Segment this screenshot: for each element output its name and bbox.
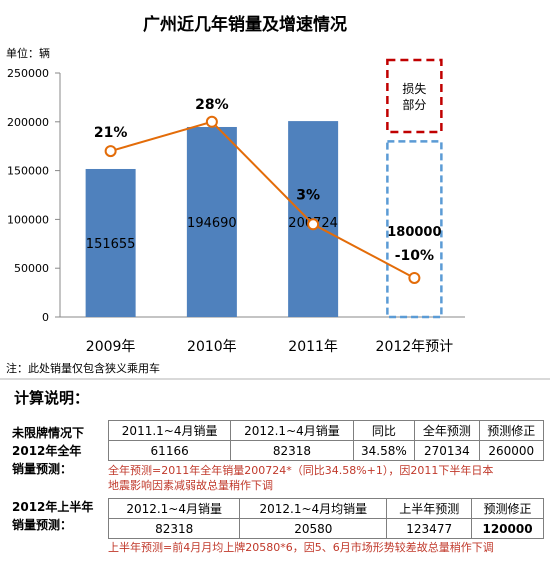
- bar-data-label: 194690: [187, 216, 237, 231]
- section1-table: 2011.1~4月销量 2012.1~4月销量 同比 全年预测 预测修正 611…: [107, 420, 545, 461]
- y-axis-unit-label: 单位：辆: [6, 46, 50, 60]
- bar-data-label: 151655: [86, 237, 136, 252]
- table-row: 2012.1~4月销量 2012.1~4月均销量 上半年预测 预测修正: [107, 498, 544, 519]
- x-tick-label: 2011年: [288, 339, 338, 355]
- y-tick-label: 100000: [7, 213, 49, 226]
- bar: [85, 168, 136, 317]
- y-tick-label: 150000: [7, 165, 49, 178]
- chart-title: 广州近几年销量及增速情况: [143, 14, 347, 35]
- section1-note: 全年预测=2011年全年销量200724*（同比34.58%+1），因2011下…: [108, 464, 494, 492]
- y-tick-label: 0: [42, 311, 49, 324]
- growth-line: [110, 120, 415, 279]
- y-tick-label: 250000: [7, 67, 49, 80]
- separator: [0, 378, 550, 380]
- growth-data-label: -10%: [395, 248, 434, 264]
- x-tick-label: 2012年预计: [376, 339, 454, 355]
- bar: [186, 126, 237, 317]
- x-tick-label: 2009年: [86, 339, 136, 355]
- table-row: 61166 82318 34.58% 270134 260000: [107, 440, 545, 461]
- bar-data-label: 180000: [387, 225, 441, 240]
- section2-table: 2012.1~4月销量 2012.1~4月均销量 上半年预测 预测修正 8231…: [107, 498, 544, 539]
- y-tick-label: 200000: [7, 116, 49, 129]
- table-row: 82318 20580 123477 120000: [107, 518, 544, 539]
- growth-data-label: 3%: [296, 187, 320, 203]
- growth-data-label: 21%: [94, 125, 128, 141]
- growth-data-label: 28%: [195, 97, 229, 113]
- section1-label: 未限牌情况下 2012年全年 销量预测：: [12, 426, 85, 476]
- x-tick-label: 2010年: [187, 339, 237, 355]
- forecast-bar: [386, 140, 443, 319]
- loss-box: [386, 58, 443, 134]
- loss-box-label: 损失: [402, 81, 426, 96]
- growth-point: [104, 145, 117, 158]
- table-row: 2011.1~4月销量 2012.1~4月销量 同比 全年预测 预测修正: [107, 420, 545, 441]
- y-tick-label: 50000: [14, 262, 49, 275]
- section2-note: 上半年预测=前4月月均上牌20580*6，因5、6月市场形势较差故总量稍作下调: [108, 541, 494, 554]
- calc-title: 计算说明：: [14, 389, 90, 407]
- section2-label: 2012年上半年 销量预测：: [12, 500, 94, 532]
- growth-point: [205, 115, 218, 128]
- chart-footnote: 注：此处销量仅包含狭义乘用车: [6, 362, 160, 375]
- growth-point: [307, 218, 320, 231]
- growth-point: [408, 271, 421, 284]
- loss-box-label: 部分: [402, 97, 426, 112]
